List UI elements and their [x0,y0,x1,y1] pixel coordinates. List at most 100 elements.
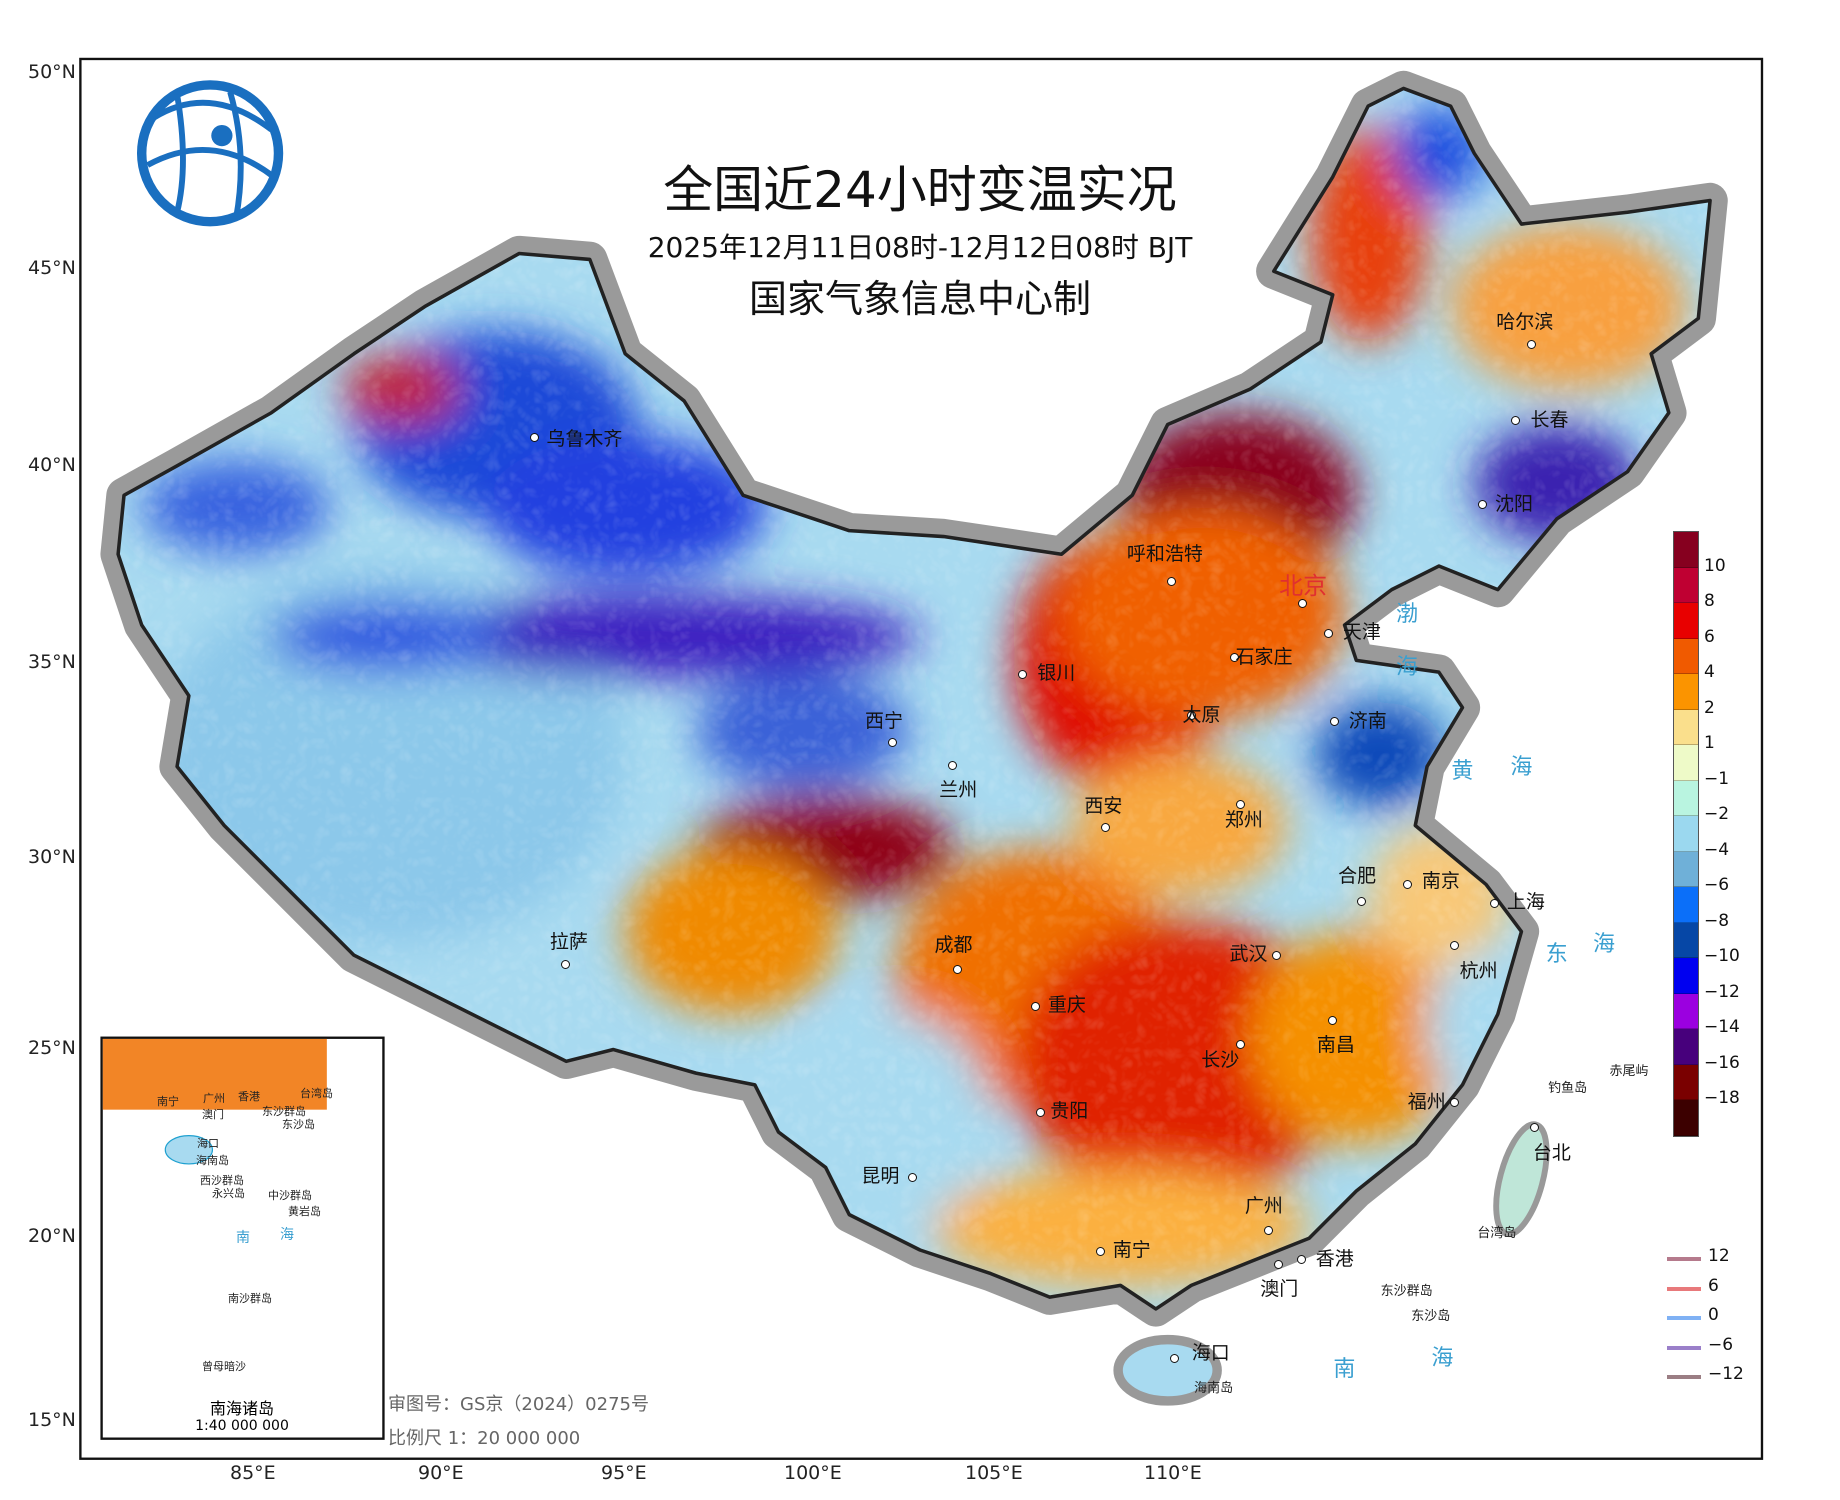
lon-tick-label: 95°E [601,1462,647,1484]
colorbar-swatch [1674,816,1698,852]
colorbar-label: −16 [1704,1052,1740,1073]
city-marker-icon [1018,669,1028,679]
inset-label: 澳门 [202,1108,224,1121]
city-marker-icon [1449,1098,1459,1108]
contour-line-label: −12 [1708,1364,1744,1384]
colorbar-label: 6 [1704,626,1715,647]
sea-label: 海 [1510,755,1533,781]
lat-tick-label: 25°N [28,1037,76,1059]
city-label: 拉萨 [549,931,588,954]
inset-label: 海南岛 [196,1154,229,1167]
colorbar-label: −6 [1704,875,1730,896]
city-marker-icon [1236,799,1246,809]
sea-label: 黄 [1451,758,1474,784]
sea-label: 海 [1431,1346,1454,1372]
colorbar-swatch [1674,638,1698,675]
city-label: 南京 [1421,870,1460,893]
city-label: 石家庄 [1235,645,1293,668]
lon-tick-label: 100°E [784,1462,842,1484]
producer-label: 国家气象信息中心制 [748,277,1091,321]
logo-globe-icon [136,80,284,227]
contour-line-swatch [1667,1257,1701,1261]
lon-tick-label: 105°E [965,1462,1023,1484]
approval-number: 审图号：GS京（2024）0275号 [388,1394,649,1415]
colorbar-label: −8 [1704,910,1730,931]
city-marker-icon [1263,1225,1273,1235]
inset-label: 海口 [197,1137,219,1150]
city-label: 合肥 [1338,865,1377,888]
hainan-island [1113,1334,1222,1406]
inset-label: 曾母暗沙 [202,1360,246,1373]
city-label: 长春 [1530,408,1569,431]
lon-tick-label: 85°E [230,1462,276,1484]
city-marker-icon [1511,416,1521,426]
inset-label: 香港 [238,1090,260,1103]
colorbar-swatch [1674,674,1698,710]
colorbar-swatch [1674,709,1698,746]
colorbar-label: −4 [1704,839,1730,860]
city-label: 天津 [1342,621,1381,644]
lat-tick-label: 15°N [28,1409,76,1431]
island-label: 东沙岛 [1411,1309,1451,1325]
contour-line-swatch [1667,1316,1701,1320]
sea-label: 海 [1593,932,1616,958]
sea-label: 东 [1545,941,1568,967]
map-subtitle: 2025年12月11日08时-12月12日08时 BJT [647,231,1193,264]
colorbar-label: −12 [1704,981,1740,1002]
colorbar-swatch [1674,851,1698,888]
colorbar-swatch [1674,532,1698,568]
sea-label: 海 [1395,655,1418,680]
city-marker-icon [561,960,571,970]
city-marker-icon [1236,1040,1246,1050]
colorbar-label: 4 [1704,662,1715,683]
colorbar-swatch [1674,993,1698,1030]
city-marker-icon [1356,896,1366,906]
city-label: 沈阳 [1495,492,1534,515]
colorbar-swatch [1674,1029,1698,1065]
city-marker-icon [1296,1255,1306,1265]
city-marker-icon [1478,500,1488,510]
inset-title: 南海诸岛 [209,1399,274,1418]
lon-tick-label: 110°E [1144,1462,1202,1484]
inset-label: 中沙群岛 [268,1189,312,1202]
city-marker-icon [529,432,539,442]
city-marker-icon [1100,823,1110,833]
city-label: 香港 [1315,1247,1354,1270]
inset-scale: 1:40 000 000 [195,1418,289,1434]
colorbar-label: 8 [1704,591,1715,612]
colorbar-swatch [1674,603,1698,639]
city-marker-icon [1297,599,1307,609]
colorbar-swatch [1674,887,1698,923]
colorbar-swatch [1674,1064,1698,1101]
city-label: 呼和浩特 [1126,543,1203,566]
city-label: 昆明 [861,1165,900,1188]
city-marker-icon [1490,898,1500,908]
island-label: 海南岛 [1194,1381,1234,1397]
contour-line-label: −6 [1708,1334,1734,1355]
inset-label: 广州 [203,1092,225,1105]
city-marker-icon [1274,1259,1284,1269]
island-label: 台湾岛 [1477,1226,1517,1242]
city-label: 济南 [1348,709,1387,732]
inset-label: 台湾岛 [300,1087,333,1100]
sea-label: 渤 [1395,601,1418,627]
colorbar-label: −10 [1704,946,1740,967]
colorbar-label: −14 [1704,1017,1740,1038]
city-label: 贵阳 [1050,1100,1089,1123]
city-marker-icon [1186,711,1196,721]
lat-tick-label: 40°N [28,454,76,476]
colorbar-swatch [1674,958,1698,994]
map-frame [79,57,1764,1460]
colorbar-swatch [1674,567,1698,604]
city-marker-icon [1329,717,1339,727]
city-marker-icon [953,964,963,974]
city-marker-icon [948,760,958,770]
island-label: 东沙群岛 [1380,1284,1433,1300]
city-marker-icon [1449,941,1459,951]
city-marker-icon [1271,950,1281,960]
inset-label: 南沙群岛 [228,1292,272,1305]
lat-tick-label: 30°N [28,846,76,868]
city-label: 南宁 [1112,1239,1151,1262]
colorbar-label: 10 [1704,555,1726,576]
city-label: 重庆 [1047,994,1086,1017]
